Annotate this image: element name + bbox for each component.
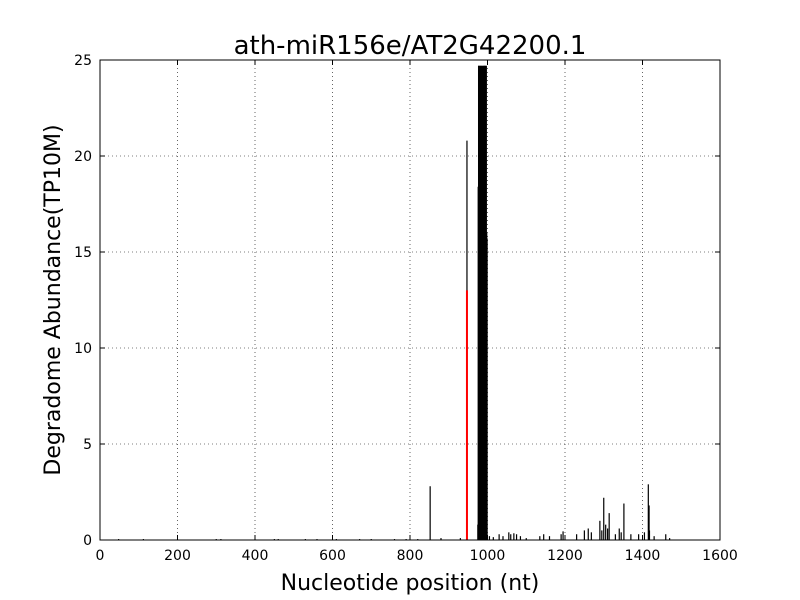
y-tick-label: 15 [74, 245, 92, 261]
plot-frame [99, 59, 721, 541]
x-tick-label: 1600 [702, 548, 738, 564]
y-tick-label: 0 [83, 533, 92, 549]
x-tick-label: 1000 [470, 548, 506, 564]
y-tick-label: 5 [83, 437, 92, 453]
x-tick-label: 800 [397, 548, 424, 564]
y-tick-label: 10 [74, 341, 92, 357]
x-tick-label: 200 [164, 548, 191, 564]
chart-title: ath-miR156e/AT2G42200.1 [234, 31, 587, 61]
x-tick-label: 600 [319, 548, 346, 564]
x-tick-label: 1400 [625, 548, 661, 564]
x-tick-label: 400 [242, 548, 269, 564]
y-tick-label: 20 [74, 149, 92, 165]
x-tick-label: 0 [96, 548, 105, 564]
x-tick-label: 1200 [547, 548, 583, 564]
y-tick-label: 25 [74, 53, 92, 69]
y-axis-label: Degradome Abundance(TP10M) [41, 124, 66, 475]
x-axis-label: Nucleotide position (nt) [281, 571, 540, 596]
